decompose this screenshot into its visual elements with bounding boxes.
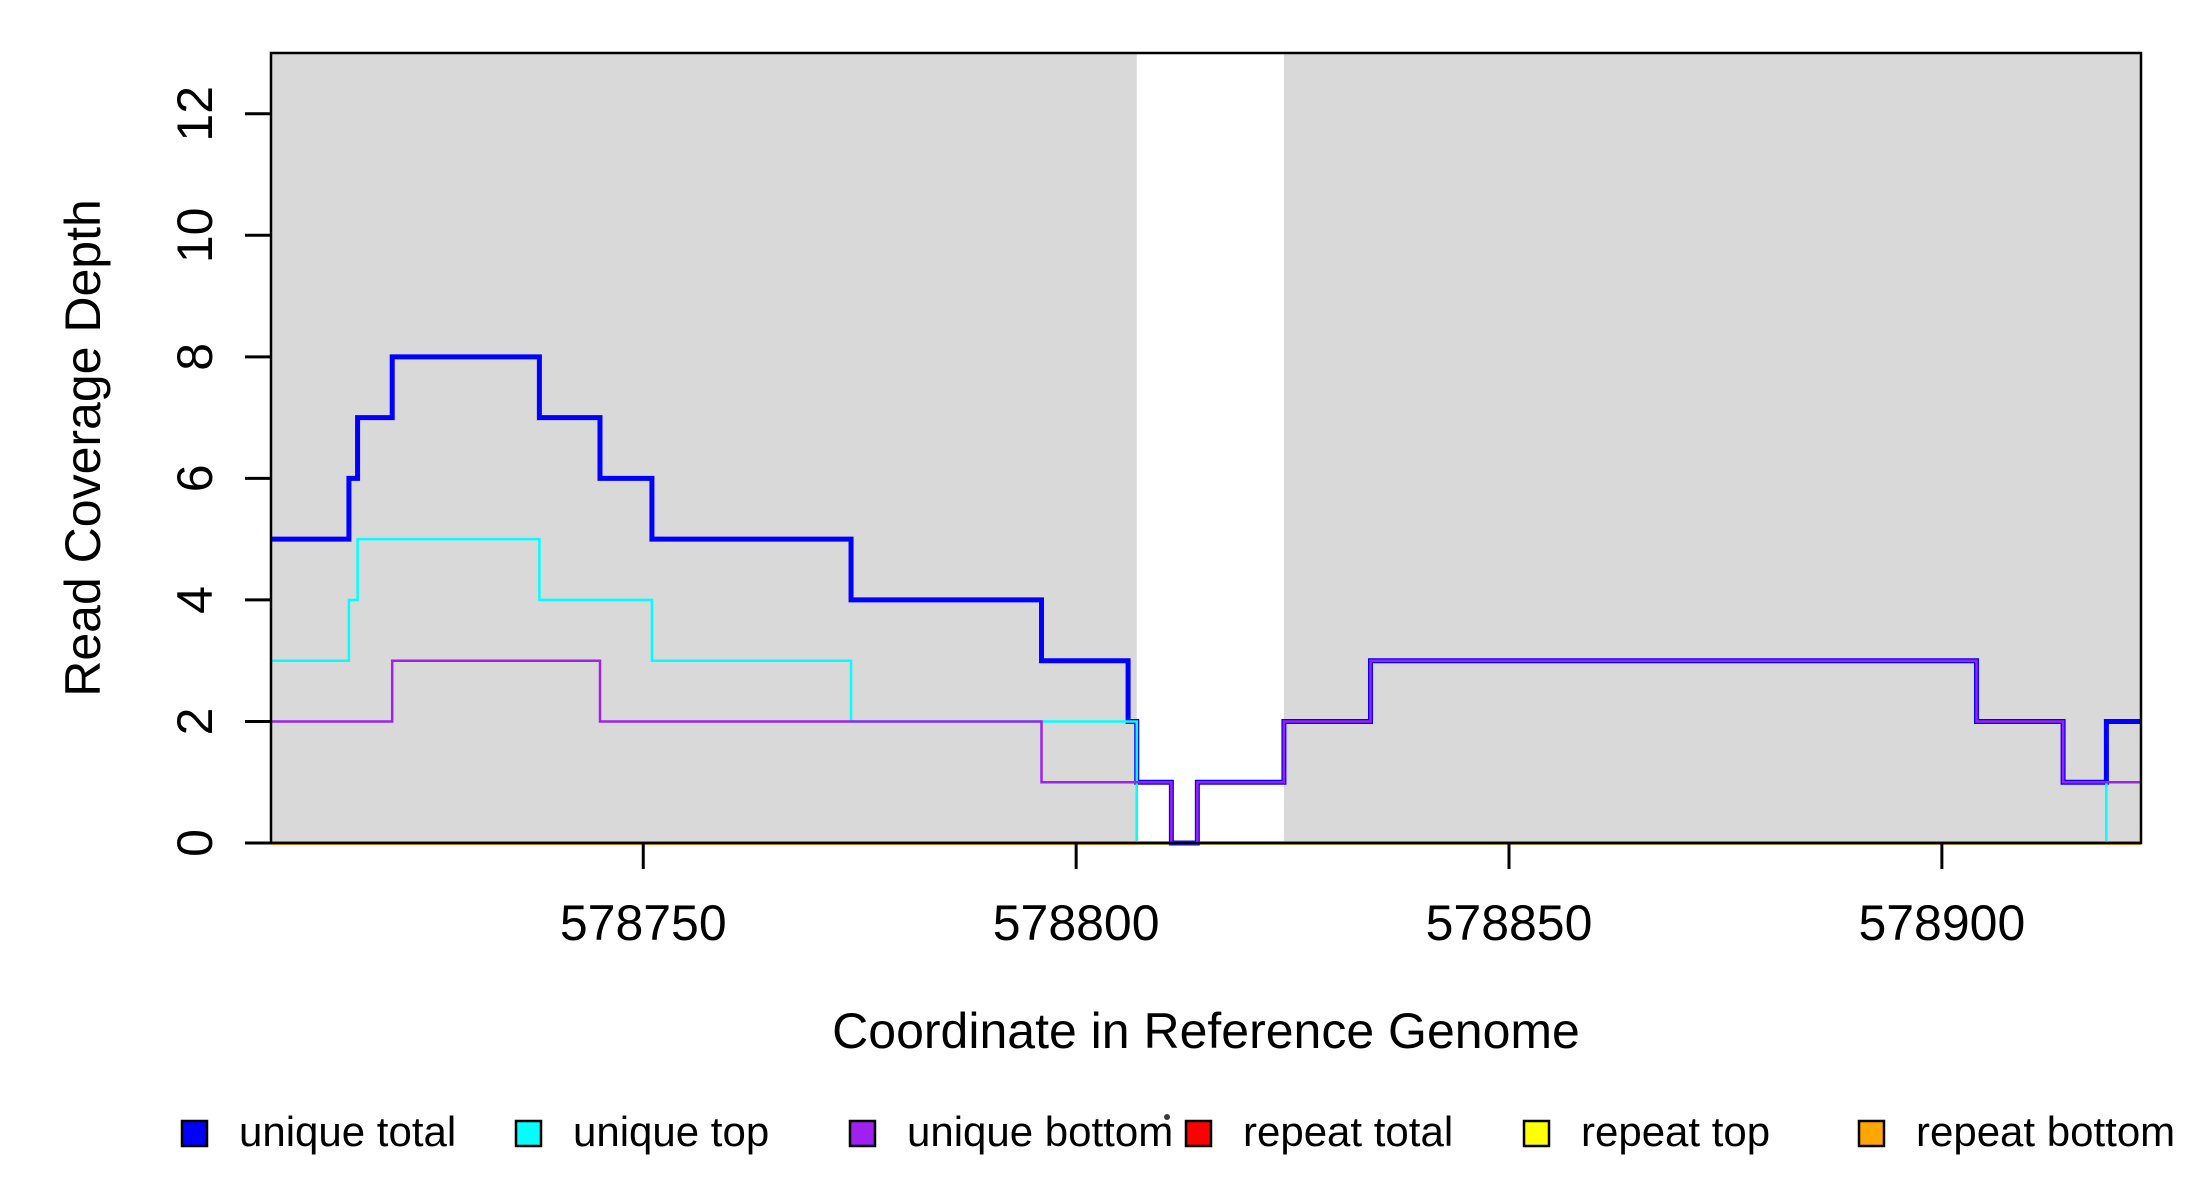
plot-border xyxy=(269,51,2143,845)
x-tick-label: 578750 xyxy=(560,895,727,951)
legend-item-label: repeat top xyxy=(1581,1108,1770,1155)
y-tick-label: 0 xyxy=(167,829,223,857)
x-axis-title: Coordinate in Reference Genome xyxy=(832,1003,1580,1059)
legend-item-label: unique total xyxy=(239,1108,456,1155)
y-tick-label: 8 xyxy=(167,343,223,371)
legend-key-swatch xyxy=(848,1119,877,1148)
stray-mark xyxy=(1164,1114,1170,1120)
y-tick-label: 12 xyxy=(167,86,223,142)
shaded-region xyxy=(271,53,1137,843)
legend-key-swatch xyxy=(180,1119,209,1148)
legend-key-swatch xyxy=(514,1119,543,1148)
x-axis-layer: 578750 578800 578850 578900 xyxy=(560,843,2025,951)
legend: unique total unique top unique bottom repea… xyxy=(180,1108,2175,1155)
shaded-regions-layer xyxy=(271,53,2141,843)
legend-item-label: unique bottom xyxy=(907,1108,1173,1155)
y-tick-label: 4 xyxy=(167,586,223,614)
legend-item: repeat top xyxy=(1522,1108,1770,1155)
y-axis-title: Read Coverage Depth xyxy=(55,199,111,697)
legend-item: repeat bottom xyxy=(1857,1108,2175,1155)
legend-key-swatch xyxy=(1522,1119,1551,1148)
legend-item: repeat total xyxy=(1184,1108,1453,1155)
x-tick-label: 578850 xyxy=(1426,895,1593,951)
y-axis-layer: 0 2 4 6 8 10 12 xyxy=(167,86,271,857)
legend-item: unique total xyxy=(180,1108,456,1155)
legend-key-swatch xyxy=(1184,1119,1213,1148)
legend-key-swatch xyxy=(1857,1119,1886,1148)
y-tick-label: 10 xyxy=(167,207,223,263)
x-tick-label: 578900 xyxy=(1858,895,2025,951)
y-tick-label: 2 xyxy=(167,708,223,736)
series-unique-bottom xyxy=(271,659,2141,845)
legend-item-label: repeat bottom xyxy=(1916,1108,2175,1155)
legend-item: unique bottom xyxy=(848,1108,1173,1155)
x-tick-label: 578800 xyxy=(993,895,1160,951)
legend-item-label: unique top xyxy=(573,1108,769,1155)
shaded-region xyxy=(1283,53,2141,843)
y-tick-label: 6 xyxy=(167,464,223,492)
legend-item-label: repeat total xyxy=(1243,1108,1453,1155)
legend-item: unique top xyxy=(514,1108,769,1155)
